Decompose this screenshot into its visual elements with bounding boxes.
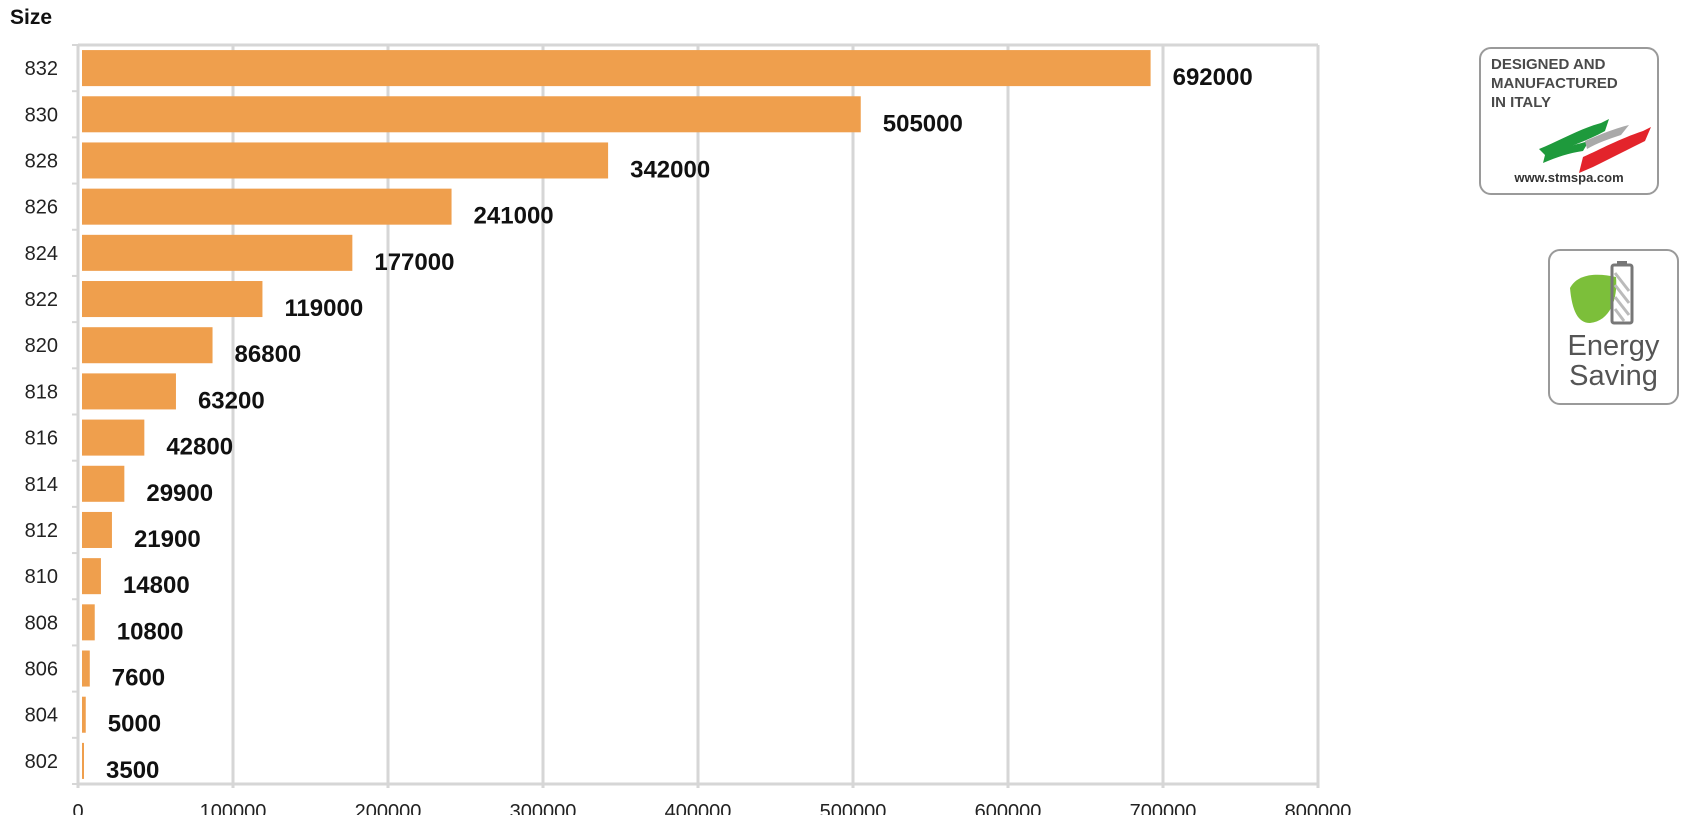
data-label: 505000 [883,110,963,137]
bar-832 [82,50,1151,87]
x-tick-label: 200000 [355,801,422,815]
energy-line1: Energy [1567,330,1660,362]
data-label: 5000 [108,711,161,738]
data-label: 86800 [235,341,302,368]
x-tick-label: 700000 [1130,801,1197,815]
data-label: 42800 [166,434,233,461]
labels: 0 100000 200000 300000 400000 500000 600000 700… [25,58,1352,815]
category-label: 830 [25,104,58,126]
category-label: 818 [25,381,58,403]
bar-814 [82,465,125,502]
bar-812 [82,511,112,548]
bar-808 [82,604,95,641]
bar-830 [82,96,861,133]
company-url: www.stmspa.com [1514,170,1624,185]
category-label: 832 [25,58,58,80]
energy-saving-badge: Energy Saving [1548,249,1679,405]
y-axis-title: Size [10,6,52,29]
x-tick-label: 800000 [1285,801,1352,815]
bar-828 [82,142,609,179]
made-in-italy-badge: DESIGNED AND MANUFACTURED IN ITALY www.s… [1479,47,1659,195]
bar-820 [82,327,213,364]
x-tick-label: 500000 [820,801,887,815]
bars [82,50,1151,779]
category-label: 808 [25,612,58,634]
category-label: 820 [25,335,58,357]
energy-icons [1570,261,1634,325]
data-label: 177000 [374,249,454,276]
category-label: 814 [25,474,58,496]
category-label: 828 [25,150,58,172]
bar-822 [82,281,263,318]
category-label: 810 [25,566,58,588]
data-label: 119000 [284,295,363,322]
bar-804 [82,696,86,733]
leaf-icon [1570,274,1617,323]
bar-816 [82,419,145,456]
data-label: 7600 [112,665,165,692]
data-label: 241000 [474,203,554,230]
bar-818 [82,373,176,410]
category-label: 824 [25,243,58,265]
bar-806 [82,650,90,687]
bar-824 [82,234,353,271]
energy-line2: Saving [1569,360,1658,392]
data-label: 3500 [106,757,159,784]
category-label: 806 [25,659,58,681]
x-tick-label: 300000 [510,801,577,815]
x-tick-label: 0 [72,801,83,815]
data-label: 63200 [198,387,265,414]
data-label: 692000 [1173,64,1253,91]
made-in-italy-text: DESIGNED AND MANUFACTURED IN ITALY [1491,56,1618,111]
bar-826 [82,188,452,225]
x-tick-label: 100000 [200,801,267,815]
category-label: 826 [25,197,58,219]
category-label: 812 [25,520,58,542]
bar-810 [82,558,101,595]
bar-802 [82,742,84,779]
battery-icon [1610,261,1634,325]
data-label: 10800 [117,618,184,645]
italian-flag-brushstroke-icon [1539,119,1651,173]
data-label: 29900 [146,480,213,507]
category-label: 804 [25,705,58,727]
energy-saving-text: Energy Saving [1550,331,1677,391]
x-tick-label: 600000 [975,801,1042,815]
data-label: 342000 [630,156,710,183]
category-label: 816 [25,428,58,450]
data-label: 21900 [134,526,201,553]
category-label: 822 [25,289,58,311]
data-label: 14800 [123,572,190,599]
x-tick-label: 400000 [665,801,732,815]
category-label: 802 [25,751,58,773]
